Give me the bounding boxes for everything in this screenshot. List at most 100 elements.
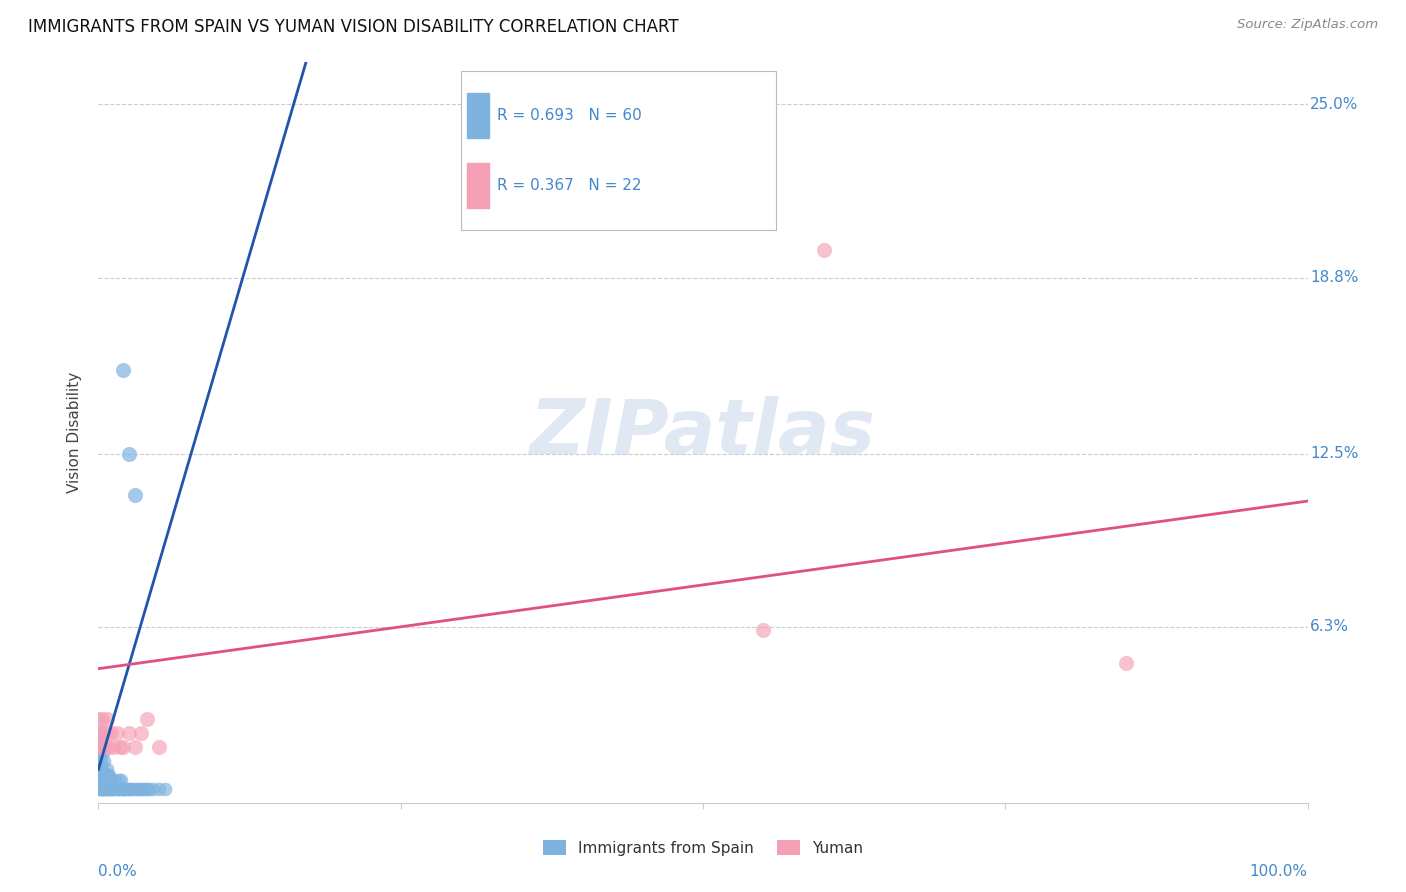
Point bbox=[91, 726, 114, 740]
Point bbox=[91, 712, 114, 726]
Point bbox=[96, 781, 118, 796]
Text: 0.0%: 0.0% bbox=[98, 864, 138, 880]
Point bbox=[93, 754, 115, 768]
Point bbox=[94, 768, 117, 782]
Point bbox=[134, 781, 156, 796]
Point bbox=[87, 726, 110, 740]
Text: IMMIGRANTS FROM SPAIN VS YUMAN VISION DISABILITY CORRELATION CHART: IMMIGRANTS FROM SPAIN VS YUMAN VISION DI… bbox=[28, 18, 679, 36]
FancyBboxPatch shape bbox=[467, 163, 489, 208]
Point bbox=[103, 781, 125, 796]
Point bbox=[93, 739, 115, 754]
FancyBboxPatch shape bbox=[467, 93, 489, 138]
Point bbox=[97, 781, 120, 796]
Point bbox=[91, 781, 114, 796]
Point bbox=[108, 739, 131, 754]
Point bbox=[111, 739, 134, 754]
Point bbox=[121, 781, 143, 796]
Point bbox=[100, 781, 122, 796]
Point bbox=[89, 734, 111, 748]
Point bbox=[94, 781, 117, 796]
Point bbox=[87, 712, 110, 726]
Point bbox=[128, 781, 150, 796]
Point bbox=[115, 781, 138, 796]
Point bbox=[108, 773, 131, 788]
Text: Source: ZipAtlas.com: Source: ZipAtlas.com bbox=[1237, 18, 1378, 31]
Point bbox=[87, 781, 110, 796]
Point bbox=[100, 726, 122, 740]
Point bbox=[89, 726, 111, 740]
Point bbox=[87, 739, 110, 754]
Point bbox=[97, 739, 120, 754]
Point bbox=[93, 768, 115, 782]
Point bbox=[87, 754, 110, 768]
Text: R = 0.367   N = 22: R = 0.367 N = 22 bbox=[498, 178, 643, 193]
Text: 25.0%: 25.0% bbox=[1310, 97, 1358, 112]
Legend: Immigrants from Spain, Yuman: Immigrants from Spain, Yuman bbox=[537, 834, 869, 862]
Point bbox=[105, 781, 128, 796]
Text: R = 0.693   N = 60: R = 0.693 N = 60 bbox=[498, 108, 643, 123]
Point bbox=[112, 781, 135, 796]
Point bbox=[89, 781, 111, 796]
Point bbox=[91, 781, 114, 796]
Point bbox=[98, 768, 121, 782]
Point bbox=[90, 768, 112, 782]
Point bbox=[90, 739, 112, 754]
Point bbox=[124, 739, 146, 754]
Text: 6.3%: 6.3% bbox=[1310, 619, 1348, 634]
Point bbox=[111, 781, 134, 796]
Point bbox=[138, 781, 160, 796]
Point bbox=[752, 623, 775, 637]
Point bbox=[142, 781, 165, 796]
FancyBboxPatch shape bbox=[461, 70, 776, 230]
Point bbox=[91, 773, 114, 788]
Point bbox=[90, 781, 112, 796]
Yuman bbox=[813, 243, 835, 257]
Point bbox=[87, 768, 110, 782]
Text: 100.0%: 100.0% bbox=[1250, 864, 1308, 880]
Point bbox=[100, 781, 122, 796]
Text: 18.8%: 18.8% bbox=[1310, 270, 1358, 285]
Point bbox=[94, 726, 117, 740]
Point bbox=[91, 762, 114, 776]
Point bbox=[135, 781, 157, 796]
Y-axis label: Vision Disability: Vision Disability bbox=[67, 372, 83, 493]
Text: ZIPatlas: ZIPatlas bbox=[530, 396, 876, 469]
Point bbox=[101, 739, 124, 754]
Point bbox=[131, 781, 153, 796]
Point bbox=[105, 726, 128, 740]
Point bbox=[153, 781, 176, 796]
Immigrants from Spain bbox=[111, 363, 134, 377]
Immigrants from Spain bbox=[118, 446, 141, 460]
Point bbox=[96, 712, 118, 726]
Point bbox=[91, 739, 114, 754]
Point bbox=[91, 768, 114, 782]
Point bbox=[124, 781, 146, 796]
Point bbox=[101, 781, 124, 796]
Point bbox=[98, 781, 121, 796]
Point bbox=[89, 773, 111, 788]
Point bbox=[118, 781, 141, 796]
Point bbox=[96, 762, 118, 776]
Point bbox=[91, 746, 114, 760]
Point bbox=[135, 712, 157, 726]
Point bbox=[97, 768, 120, 782]
Immigrants from Spain bbox=[124, 488, 146, 502]
Point bbox=[148, 739, 170, 754]
Point bbox=[90, 754, 112, 768]
Point bbox=[100, 773, 122, 788]
Point bbox=[108, 781, 131, 796]
Text: 12.5%: 12.5% bbox=[1310, 446, 1358, 461]
Point bbox=[148, 781, 170, 796]
Point bbox=[129, 726, 152, 740]
Point bbox=[114, 781, 136, 796]
Point bbox=[127, 781, 149, 796]
Point bbox=[89, 746, 111, 760]
Point bbox=[118, 726, 141, 740]
Point bbox=[110, 773, 132, 788]
Point bbox=[107, 781, 129, 796]
Point bbox=[1115, 656, 1137, 670]
Point bbox=[89, 762, 111, 776]
Point bbox=[90, 739, 112, 754]
Point bbox=[87, 739, 110, 754]
Point bbox=[93, 781, 115, 796]
